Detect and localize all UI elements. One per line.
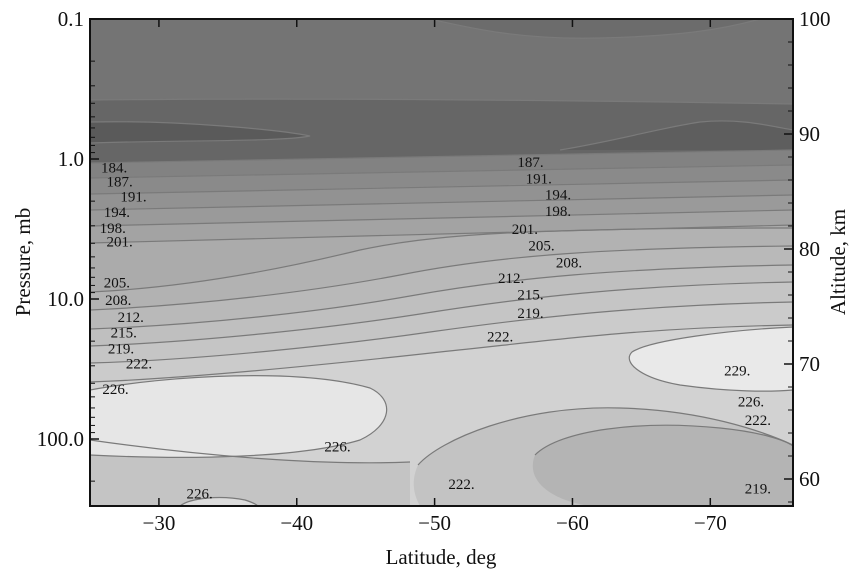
contour-value-label: 184.: [101, 160, 127, 176]
contour-value-label: 187.: [517, 155, 543, 171]
contour-line: [559, 120, 793, 151]
plot-frame: [89, 18, 794, 507]
y-right-tick-label: 100: [799, 7, 831, 31]
contour-value-label: 226.: [186, 486, 212, 502]
contour-value-label: 187.: [107, 175, 133, 191]
y-axis-left: 0.1 1.0 10.0 100.0: [37, 7, 99, 507]
x-tick-label: −70: [694, 511, 727, 535]
contour-line: [90, 281, 793, 347]
contour-line: [90, 375, 388, 458]
contour-value-label: 191.: [120, 189, 146, 205]
y-left-tick-label: 1.0: [58, 147, 84, 171]
y-axis-right-title: Altitude, km: [826, 209, 850, 315]
contour-value-label: 215.: [111, 326, 137, 342]
contour-value-label: 222.: [745, 413, 771, 429]
y-left-tick-label: 100.0: [37, 427, 84, 451]
contour-line: [90, 224, 793, 244]
contour-line: [90, 439, 411, 464]
contour-band-upper: [90, 19, 793, 104]
contour-band-226-bottom: [180, 497, 258, 506]
contour-line: [90, 121, 311, 144]
contour-value-label: 222.: [487, 329, 513, 345]
contour-value-label: 226.: [324, 439, 350, 455]
y-right-tick-label: 90: [799, 122, 820, 146]
contour-value-label: 215.: [517, 288, 543, 304]
contour-line: [90, 149, 793, 164]
y-right-tick-label: 60: [799, 467, 820, 491]
contour-value-label: 219.: [108, 341, 134, 357]
contour-band-226-left: [90, 375, 387, 458]
contour-value-label: 208.: [556, 256, 582, 272]
contour-value-label: 219.: [745, 481, 771, 497]
contour-value-label: 194.: [104, 205, 130, 221]
y-axis-left-title: Pressure, mb: [11, 208, 35, 317]
x-axis-title: Latitude, deg: [386, 545, 497, 569]
contour-value-label: 222.: [126, 357, 152, 373]
contour-value-label: 205.: [528, 239, 554, 255]
contour-line: [90, 245, 793, 311]
x-axis: −30 −40 −50 −60 −70: [142, 19, 727, 535]
contour-line: [90, 209, 793, 227]
contour-line: [90, 324, 793, 383]
contour-line: [534, 424, 793, 456]
contour-value-label: 191.: [526, 172, 552, 188]
contour-value-label: 212.: [118, 310, 144, 326]
y-axis-right: 100 90 80 70 60: [784, 7, 831, 503]
contour-value-label: 194.: [545, 188, 571, 204]
contour-line: [90, 301, 793, 364]
contour-value-label: 226.: [738, 395, 764, 411]
contour-band-229-right: [629, 327, 793, 392]
contour-value-label: 198.: [100, 221, 126, 237]
contour-value-label: 212.: [498, 271, 524, 287]
contour-value-label: 208.: [105, 293, 131, 309]
contour-line: [90, 164, 793, 179]
x-tick-label: −40: [280, 511, 313, 535]
contour-line: [417, 407, 793, 466]
y-left-tick-label: 10.0: [47, 287, 84, 311]
contour-value-label: 198.: [545, 204, 571, 220]
plot-area: 184.187.191.194.198.201.205.208.212.215.…: [90, 19, 793, 506]
y-left-tick-label: 0.1: [58, 7, 84, 31]
contour-line: [90, 264, 793, 330]
x-tick-label: −30: [142, 511, 175, 535]
contour-line: [90, 227, 793, 293]
contour-value-label: 226.: [102, 382, 128, 398]
x-tick-label: −50: [418, 511, 451, 535]
contour-band-coldest: [90, 121, 310, 143]
contour-line: [429, 19, 761, 39]
contour-value-label: 201.: [107, 235, 133, 251]
contour-band-coldest-right: [560, 120, 793, 150]
contour-labels: 184.187.191.194.198.201.205.208.212.215.…: [100, 155, 771, 503]
contour-value-label: 219.: [517, 306, 543, 322]
contour-value-label: 201.: [512, 222, 538, 238]
contour-value-label: 222.: [448, 477, 474, 493]
y-right-tick-label: 70: [799, 352, 820, 376]
x-tick-label: −60: [556, 511, 589, 535]
contour-value-label: 229.: [724, 364, 750, 380]
contour-line: [90, 98, 793, 105]
contour-band-219-low: [532, 425, 793, 506]
contour-line: [90, 194, 793, 211]
contour-lines: [90, 19, 793, 506]
y-right-tick-label: 80: [799, 237, 820, 261]
contour-line: [628, 326, 793, 392]
contour-value-label: 205.: [104, 275, 130, 291]
